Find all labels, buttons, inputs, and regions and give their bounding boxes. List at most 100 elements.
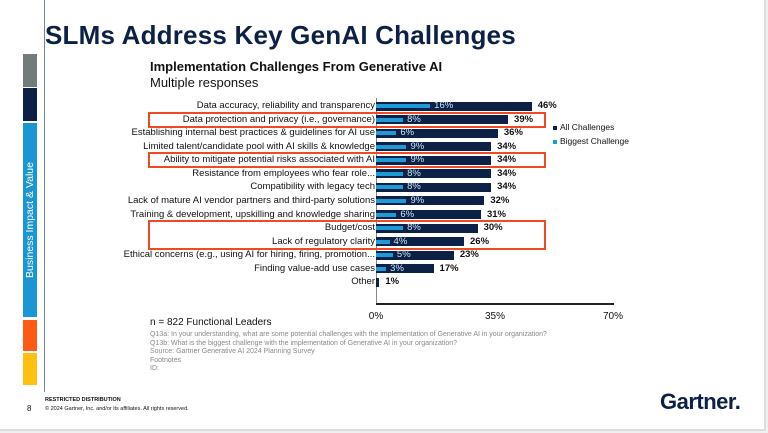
- bar-biggest-challenge: [376, 198, 407, 203]
- value-label-biggest: 8%: [407, 222, 421, 234]
- value-label-biggest: 16%: [434, 100, 454, 111]
- category-label: Finding value-add use cases: [254, 262, 375, 274]
- highlight-box: [148, 152, 546, 169]
- category-label: Limited talent/candidate pool with AI sk…: [143, 140, 375, 152]
- category-label: Budget/cost: [324, 222, 375, 234]
- restricted-label: RESTRICTED DISTRIBUTION: [45, 397, 121, 403]
- note-q13a: Q13a: In your understanding, what are so…: [150, 331, 547, 338]
- category-label: Establishing internal best practices & g…: [131, 127, 375, 139]
- bar-all-challenges: [376, 250, 454, 260]
- value-label-all: 34%: [497, 167, 517, 179]
- value-label-biggest: 8%: [407, 181, 421, 193]
- x-tick-label: 0%: [368, 311, 384, 322]
- bar-biggest-challenge: [376, 226, 404, 231]
- x-tick-label: 70%: [602, 311, 624, 322]
- chart-title: Implementation Challenges From Generativ…: [150, 59, 443, 74]
- bar-all-challenges: [376, 169, 492, 179]
- category-label: Lack of mature AI vendor partners and th…: [127, 194, 375, 206]
- bar-biggest-challenge: [376, 117, 404, 122]
- value-label-biggest: 9%: [410, 194, 425, 206]
- bar-all-challenges: [376, 142, 492, 152]
- page-title: SLMs Address Key GenAI Challenges: [45, 20, 516, 50]
- highlight-box: [148, 220, 546, 250]
- value-label-all: 32%: [490, 194, 510, 206]
- value-label-all: 26%: [470, 235, 490, 247]
- category-label: Data accuracy, reliability and transpare…: [196, 100, 375, 111]
- value-label-biggest: 6%: [400, 127, 415, 139]
- bar-all-challenges: [376, 277, 380, 287]
- gartner-logo: Gartner.: [660, 389, 741, 414]
- bar-all-challenges: [376, 128, 498, 138]
- bar-all-challenges: [376, 237, 465, 247]
- value-label-all: 39%: [514, 113, 534, 125]
- value-label-all: 34%: [497, 154, 517, 166]
- page-number: 8: [27, 404, 32, 413]
- value-label-all: 1%: [385, 276, 400, 288]
- bar-biggest-challenge: [376, 239, 390, 244]
- sample-size: n = 822 Functional Leaders: [150, 317, 272, 328]
- legend-label: Biggest Challenge: [560, 136, 629, 146]
- bar-biggest-challenge: [376, 185, 404, 190]
- value-label-all: 46%: [537, 100, 557, 111]
- divider-line: [44, 0, 45, 392]
- section-tab-active[interactable]: [23, 123, 37, 317]
- category-label: Lack of regulatory clarity: [272, 235, 375, 247]
- value-label-biggest: 8%: [407, 113, 421, 125]
- category-label: Ethical concerns (e.g., using AI for hir…: [123, 249, 375, 261]
- legend-label: All Challenges: [560, 122, 615, 132]
- bar-biggest-challenge: [376, 144, 407, 149]
- value-label-all: 34%: [497, 140, 517, 152]
- bar-all-challenges: [376, 101, 532, 111]
- value-label-biggest: 5%: [396, 249, 411, 261]
- bar-biggest-challenge: [376, 253, 393, 258]
- section-tab-gray[interactable]: [23, 54, 37, 87]
- legend-item-all: All Challenges: [553, 122, 614, 132]
- bar-all-challenges: [376, 264, 434, 274]
- value-label-biggest: 9%: [410, 140, 425, 152]
- category-label: Compatibility with legacy tech: [250, 181, 375, 193]
- value-label-biggest: 3%: [390, 262, 404, 274]
- section-tab-orange[interactable]: [23, 320, 37, 351]
- bar-all-challenges: [376, 223, 478, 233]
- value-label-all: 17%: [439, 262, 459, 274]
- bar-all-challenges: [376, 210, 481, 220]
- category-label: Ability to mitigate potential risks asso…: [163, 154, 375, 166]
- legend-swatch: [553, 125, 557, 130]
- bar-biggest-challenge: [376, 104, 431, 108]
- value-label-biggest: 4%: [393, 235, 408, 247]
- legend-swatch: [553, 139, 557, 144]
- note-footnotes: Footnotes: [150, 357, 182, 364]
- bar-biggest-challenge: [376, 171, 404, 176]
- value-label-biggest: 9%: [410, 154, 425, 166]
- category-label: Training & development, upskilling and k…: [130, 208, 375, 220]
- note-source: Source: Gartner Generative AI 2024 Plann…: [150, 348, 315, 355]
- x-axis-line: [376, 303, 614, 305]
- bar-all-challenges: [376, 115, 509, 125]
- value-label-all: 23%: [459, 249, 479, 261]
- value-label-all: 31%: [486, 208, 506, 220]
- value-label-all: 34%: [497, 181, 517, 193]
- bar-biggest-challenge: [376, 266, 387, 271]
- copyright: © 2024 Gartner, Inc. and/or its affiliat…: [45, 406, 189, 412]
- section-tab-navy[interactable]: [23, 88, 37, 121]
- bar-all-challenges: [376, 196, 485, 206]
- bar-biggest-challenge: [376, 158, 407, 163]
- chart-subtitle: Multiple responses: [150, 75, 259, 90]
- value-label-biggest: 6%: [400, 208, 415, 220]
- legend-item-biggest: Biggest Challenge: [553, 136, 629, 146]
- bar-all-challenges: [376, 155, 492, 165]
- category-label: Data protection and privacy (i.e., gover…: [182, 113, 375, 125]
- value-label-biggest: 8%: [407, 167, 421, 179]
- x-tick-label: 35%: [484, 311, 506, 322]
- category-label: Resistance from employees who fear role.…: [192, 167, 375, 179]
- highlight-box: [148, 111, 546, 128]
- note-id: ID:: [150, 365, 159, 372]
- value-label-all: 30%: [483, 222, 503, 234]
- bar-biggest-challenge: [376, 212, 397, 217]
- bar-all-challenges: [376, 182, 492, 192]
- section-tab-yellow[interactable]: [23, 353, 37, 385]
- value-label-all: 36%: [503, 127, 523, 139]
- category-label: Other: [351, 276, 375, 288]
